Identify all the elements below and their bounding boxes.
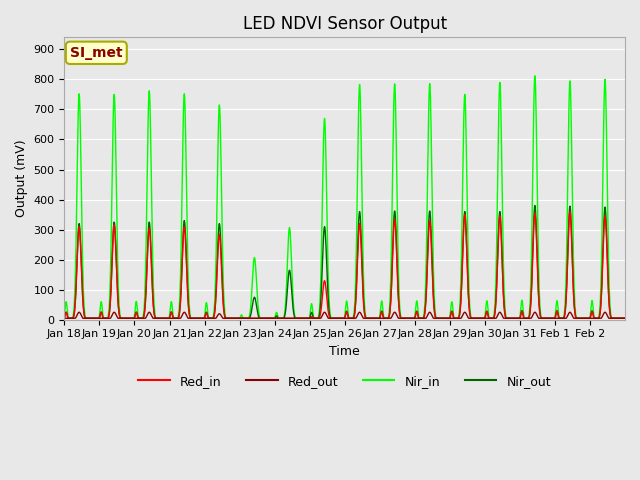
Red_out [621,315,629,321]
Nir_in [72,275,79,280]
Red_out [586,315,593,321]
Red_in [72,300,79,305]
Red_in [566,209,574,215]
Line: Nir_in: Nir_in [65,76,625,318]
Red_in [348,315,355,321]
Title: LED NDVI Sensor Output: LED NDVI Sensor Output [243,15,447,33]
Nir_in [65,315,72,321]
Nir_in [161,315,169,321]
Nir_in [61,312,68,318]
Red_in [621,315,629,321]
Nir_in [586,315,593,321]
Line: Red_out: Red_out [65,312,625,318]
Nir_out [621,315,629,321]
Red_out [71,315,79,321]
Red_out [447,315,455,321]
Red_in [65,315,72,321]
Nir_in [621,315,629,321]
Nir_out [65,315,72,321]
Nir_out [447,310,455,316]
Nir_out [314,315,322,321]
X-axis label: Time: Time [330,345,360,358]
Line: Nir_out: Nir_out [65,205,625,318]
Nir_out [586,315,593,321]
Red_out [61,315,68,321]
Nir_out [348,315,355,321]
Red_out [348,315,355,321]
Red_in [161,315,169,321]
Red_out [161,315,169,321]
Red_out [76,310,83,315]
Nir_out [61,315,68,321]
Nir_out [531,203,539,208]
Line: Red_in: Red_in [65,212,625,318]
Nir_out [72,299,79,305]
Legend: Red_in, Red_out, Nir_in, Nir_out: Red_in, Red_out, Nir_in, Nir_out [134,370,556,393]
Red_in [447,310,455,316]
Nir_in [531,73,539,79]
Text: SI_met: SI_met [70,46,123,60]
Nir_in [348,315,355,321]
Red_in [586,315,593,321]
Red_in [61,315,68,321]
Nir_out [161,315,169,321]
Nir_in [447,302,455,308]
Red_out [314,315,322,321]
Nir_in [314,315,322,321]
Red_in [314,315,322,321]
Y-axis label: Output (mV): Output (mV) [15,140,28,217]
